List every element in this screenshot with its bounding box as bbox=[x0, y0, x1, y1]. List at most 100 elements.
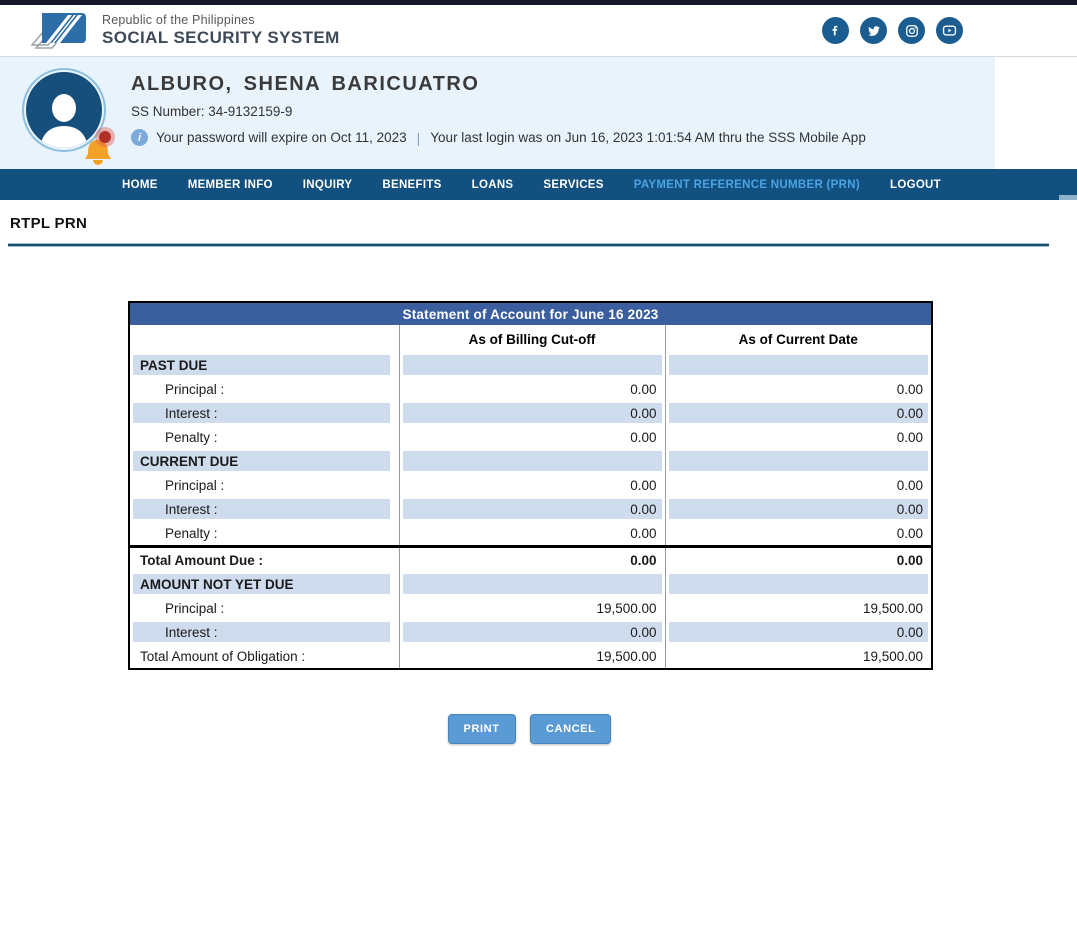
user-info-band: ALBURO, SHENA BARICUATRO SS Number: 34-9… bbox=[0, 57, 995, 169]
table-row: AMOUNT NOT YET DUE bbox=[129, 572, 933, 596]
soa-row-label: AMOUNT NOT YET DUE bbox=[129, 572, 399, 596]
nav-item-member-info[interactable]: MEMBER INFO bbox=[187, 178, 273, 191]
site-header: Republic of the Philippines SOCIAL SECUR… bbox=[0, 5, 1077, 57]
info-icon: i bbox=[131, 129, 148, 146]
soa-billing-value: 0.00 bbox=[398, 473, 665, 497]
soa-row-label: CURRENT DUE bbox=[129, 449, 399, 473]
soa-col-header-1: As of Billing Cut-off bbox=[398, 325, 665, 353]
soa-row-label: Principal : bbox=[129, 596, 399, 620]
nav-item-payment-reference-number-prn[interactable]: PAYMENT REFERENCE NUMBER (PRN) bbox=[633, 178, 860, 191]
soa-row-label: Principal : bbox=[129, 473, 399, 497]
table-row: PAST DUE bbox=[129, 353, 933, 377]
youtube-icon[interactable] bbox=[936, 17, 963, 44]
soa-current-value: 0.00 bbox=[664, 401, 933, 425]
soa-table: Statement of Account for June 16 2023 As… bbox=[128, 301, 934, 670]
soa-title-row: Statement of Account for June 16 2023 bbox=[129, 302, 933, 325]
nav-item-services[interactable]: SERVICES bbox=[543, 178, 604, 191]
agency-line1: Republic of the Philippines bbox=[102, 13, 255, 27]
soa-table-wrap: Statement of Account for June 16 2023 As… bbox=[128, 301, 934, 670]
ss-number: SS Number: 34-9132159-9 bbox=[131, 104, 293, 119]
notice-separator: | bbox=[416, 129, 421, 146]
soa-billing-value bbox=[398, 449, 665, 473]
soa-billing-value bbox=[398, 353, 665, 377]
soa-current-value: 0.00 bbox=[664, 620, 933, 644]
soa-current-value: 0.00 bbox=[664, 473, 933, 497]
soa-billing-value: 0.00 bbox=[398, 497, 665, 521]
session-notice: i Your password will expire on Oct 11, 2… bbox=[131, 129, 866, 146]
soa-current-value: 19,500.00 bbox=[664, 596, 933, 620]
soa-col-header-0 bbox=[129, 325, 399, 353]
soa-current-value: 0.00 bbox=[664, 545, 933, 572]
soa-billing-value: 19,500.00 bbox=[398, 596, 665, 620]
instagram-icon[interactable] bbox=[898, 17, 925, 44]
cancel-button[interactable]: CANCEL bbox=[530, 714, 612, 744]
soa-current-value bbox=[664, 353, 933, 377]
table-row: Total Amount of Obligation :19,500.00 19,… bbox=[129, 644, 933, 669]
table-row: Penalty :0.00 0.00 bbox=[129, 521, 933, 547]
soa-row-label: Interest : bbox=[129, 401, 399, 425]
page-title: RTPL PRN bbox=[10, 215, 88, 232]
avatar-ring bbox=[22, 68, 106, 152]
soa-row-label: Penalty : bbox=[129, 425, 399, 449]
table-row: Principal :0.00 0.00 bbox=[129, 473, 933, 497]
nav-corner-artifact bbox=[1059, 195, 1077, 200]
soa-current-value bbox=[664, 572, 933, 596]
soa-current-value: 0.00 bbox=[664, 425, 933, 449]
soa-billing-value: 0.00 bbox=[398, 545, 665, 572]
nav-item-logout[interactable]: LOGOUT bbox=[890, 178, 941, 191]
content-area: RTPL PRN Statement of Account for June 1… bbox=[0, 200, 1077, 744]
soa-billing-value: 19,500.00 bbox=[398, 644, 665, 669]
soa-row-label: Total Amount Due : bbox=[129, 545, 399, 572]
soa-billing-value bbox=[398, 572, 665, 596]
soa-current-value: 0.00 bbox=[664, 377, 933, 401]
soa-current-value: 19,500.00 bbox=[664, 644, 933, 669]
nav-item-benefits[interactable]: BENEFITS bbox=[382, 178, 442, 191]
soa-billing-value: 0.00 bbox=[398, 521, 665, 547]
soa-current-value: 0.00 bbox=[664, 497, 933, 521]
soa-table-title: Statement of Account for June 16 2023 bbox=[129, 302, 933, 325]
soa-billing-value: 0.00 bbox=[398, 620, 665, 644]
notification-bell-icon[interactable] bbox=[76, 120, 120, 168]
main-nav: HOME MEMBER INFO INQUIRY BENEFITS LOANS SERVI… bbox=[0, 169, 1077, 200]
soa-row-label: Principal : bbox=[129, 377, 399, 401]
sss-logo bbox=[30, 11, 94, 51]
table-row: CURRENT DUE bbox=[129, 449, 933, 473]
table-row: Interest :0.00 0.00 bbox=[129, 497, 933, 521]
soa-col-header-2: As of Current Date bbox=[664, 325, 933, 353]
soa-billing-value: 0.00 bbox=[398, 377, 665, 401]
social-links bbox=[822, 17, 963, 44]
top-dark-strip bbox=[0, 0, 1077, 5]
last-login-text: Your last login was on Jun 16, 2023 1:01… bbox=[430, 130, 866, 145]
action-buttons: PRINT CANCEL bbox=[128, 714, 931, 744]
agency-text: Republic of the Philippines SOCIAL SECUR… bbox=[102, 13, 340, 48]
soa-current-value: 0.00 bbox=[664, 521, 933, 547]
soa-billing-value: 0.00 bbox=[398, 401, 665, 425]
avatar-silhouette bbox=[26, 72, 102, 148]
soa-row-label: PAST DUE bbox=[129, 353, 399, 377]
page-title-rule bbox=[8, 243, 1049, 247]
twitter-icon[interactable] bbox=[860, 17, 887, 44]
soa-billing-value: 0.00 bbox=[398, 425, 665, 449]
soa-row-label: Total Amount of Obligation : bbox=[129, 644, 399, 669]
soa-row-label: Interest : bbox=[129, 497, 399, 521]
password-expiry-text: Your password will expire on Oct 11, 202… bbox=[156, 130, 407, 145]
table-row: Penalty :0.00 0.00 bbox=[129, 425, 933, 449]
soa-row-label: Interest : bbox=[129, 620, 399, 644]
user-name: ALBURO, SHENA BARICUATRO bbox=[131, 73, 480, 95]
nav-item-loans[interactable]: LOANS bbox=[471, 178, 514, 191]
nav-item-home[interactable]: HOME bbox=[122, 178, 158, 191]
soa-current-value bbox=[664, 449, 933, 473]
sss-logo-icon bbox=[30, 12, 86, 49]
facebook-icon[interactable] bbox=[822, 17, 849, 44]
nav-item-inquiry[interactable]: INQUIRY bbox=[302, 178, 353, 191]
agency-line2: SOCIAL SECURITY SYSTEM bbox=[102, 28, 340, 47]
table-row: Principal :0.00 0.00 bbox=[129, 377, 933, 401]
soa-row-label: Penalty : bbox=[129, 521, 399, 547]
table-row: Interest :0.00 0.00 bbox=[129, 620, 933, 644]
avatar bbox=[22, 68, 115, 165]
soa-column-header-row: As of Billing Cut-off As of Current Date bbox=[129, 325, 933, 353]
print-button[interactable]: PRINT bbox=[447, 714, 516, 744]
table-row: Total Amount Due :0.00 0.00 bbox=[129, 545, 933, 572]
table-row: Principal :19,500.00 19,500.00 bbox=[129, 596, 933, 620]
table-row: Interest :0.00 0.00 bbox=[129, 401, 933, 425]
